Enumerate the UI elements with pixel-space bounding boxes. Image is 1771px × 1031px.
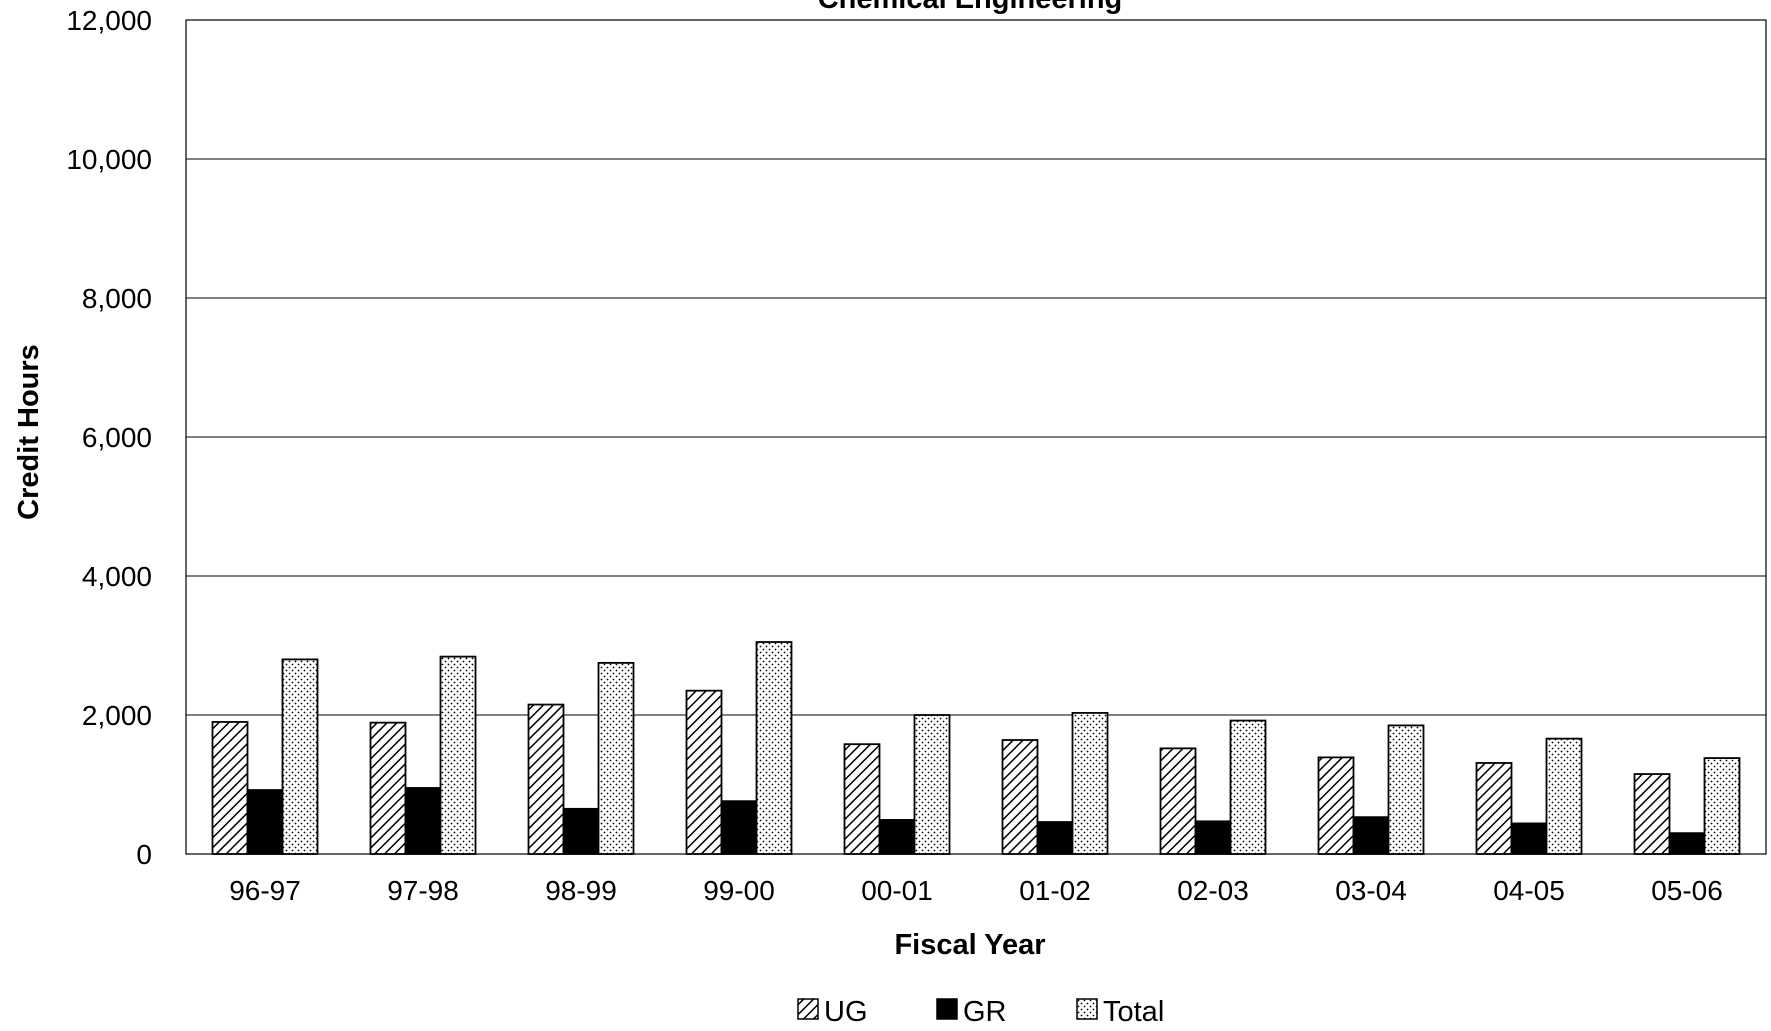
- bar-gr-98-99: [562, 807, 600, 855]
- x-tick-label: 05-06: [1651, 875, 1723, 906]
- x-tick-label: 98-99: [545, 875, 617, 906]
- bar-gr-04-05: [1510, 822, 1548, 855]
- bar-gr-97-98: [404, 787, 442, 855]
- y-axis-title: Credit Hours: [13, 344, 45, 520]
- x-axis-title: Fiscal Year: [894, 929, 1045, 961]
- bars: [211, 641, 1741, 855]
- y-tick-label: 8,000: [82, 283, 152, 314]
- bar-ug-00-01: [843, 743, 881, 855]
- x-tick-label: 00-01: [861, 875, 933, 906]
- bar-gr-01-02: [1036, 821, 1074, 855]
- x-tick-label: 96-97: [229, 875, 301, 906]
- legend-swatch-ug: [797, 998, 819, 1020]
- bar-total-00-01: [913, 714, 951, 855]
- legend-swatch-total: [1076, 998, 1098, 1020]
- bar-ug-98-99: [527, 703, 565, 855]
- bar-total-96-97: [281, 658, 319, 855]
- x-tick-label: 03-04: [1335, 875, 1407, 906]
- y-tick-label: 10,000: [66, 144, 152, 175]
- plot-frame: [185, 19, 1767, 855]
- gridlines: [185, 19, 1767, 855]
- y-tick-label: 4,000: [82, 561, 152, 592]
- bar-total-98-99: [597, 661, 635, 855]
- bar-total-97-98: [439, 655, 477, 855]
- chart-title: Chemical Engineering: [818, 0, 1123, 15]
- bar-total-03-04: [1387, 724, 1425, 855]
- bar-gr-96-97: [246, 789, 284, 855]
- y-tick-label: 12,000: [66, 5, 152, 36]
- legend-label-gr: GR: [963, 996, 1007, 1028]
- x-tick-label: 04-05: [1493, 875, 1565, 906]
- bar-total-05-06: [1703, 757, 1741, 855]
- bar-total-01-02: [1071, 712, 1109, 855]
- x-tick-label: 02-03: [1177, 875, 1249, 906]
- bar-ug-97-98: [369, 721, 407, 855]
- x-tick-label: 97-98: [387, 875, 459, 906]
- legend-label-ug: UG: [824, 996, 868, 1028]
- bar-ug-01-02: [1001, 739, 1039, 855]
- y-tick-label: 6,000: [82, 422, 152, 453]
- bar-gr-05-06: [1668, 832, 1706, 855]
- y-axis-ticks: 0 2,000 4,000 6,000 8,000 10,000 12,000: [66, 5, 152, 870]
- x-axis-ticks: 96-97 97-98 98-99 99-00 00-01 01-02 02-03 03-04…: [229, 875, 1723, 906]
- legend: UG GR Total: [797, 996, 1164, 1028]
- legend-label-total: Total: [1103, 996, 1164, 1028]
- bar-gr-00-01: [878, 819, 916, 855]
- y-tick-label: 0: [136, 839, 152, 870]
- bar-ug-03-04: [1317, 756, 1355, 855]
- bar-gr-03-04: [1352, 816, 1390, 855]
- bar-total-99-00: [755, 641, 793, 855]
- x-tick-label: 01-02: [1019, 875, 1091, 906]
- bar-total-04-05: [1545, 737, 1583, 855]
- bar-gr-99-00: [720, 800, 758, 855]
- bar-ug-02-03: [1159, 747, 1197, 855]
- bar-ug-05-06: [1633, 773, 1671, 855]
- x-tick-label: 99-00: [703, 875, 775, 906]
- bar-ug-96-97: [211, 721, 249, 855]
- bar-total-02-03: [1229, 719, 1267, 855]
- bar-ug-04-05: [1475, 762, 1513, 855]
- legend-swatch-gr: [936, 998, 958, 1020]
- bar-ug-99-00: [685, 689, 723, 855]
- y-tick-label: 2,000: [82, 700, 152, 731]
- bar-gr-02-03: [1194, 820, 1232, 855]
